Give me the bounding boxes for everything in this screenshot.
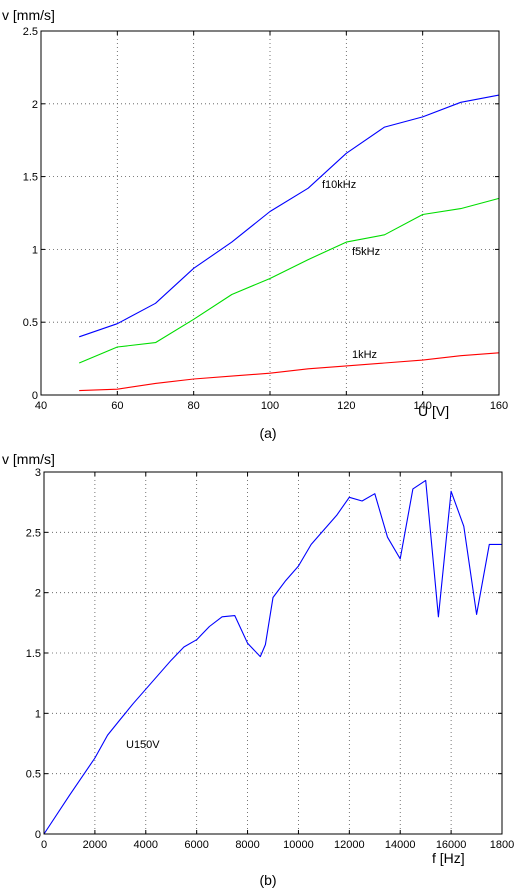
series-line-U150V — [43, 479, 502, 835]
series-label-U150V: U150V — [126, 739, 160, 751]
y-tick-label: 2 — [35, 588, 41, 600]
series-line-f5kHz — [78, 197, 500, 364]
series-label-f10kHz: f10kHz — [322, 179, 356, 191]
x-tick-label: 80 — [188, 400, 200, 412]
x-tick-label: 0 — [41, 839, 47, 851]
y-tick-label: 3 — [35, 467, 41, 479]
chart-caption: (a) — [259, 425, 276, 441]
plot-frame — [43, 471, 503, 835]
y-axis-label: v [mm/s] — [2, 451, 55, 467]
y-tick-label: 1.5 — [23, 172, 38, 184]
y-tick-label: 1 — [35, 708, 41, 720]
x-tick-label: 2000 — [83, 839, 107, 851]
x-tick-label: 16000 — [436, 839, 467, 851]
x-tick-label: 100 — [261, 400, 279, 412]
x-axis-label: f [Hz] — [432, 850, 465, 866]
y-tick-label: 1.5 — [26, 648, 41, 660]
x-tick-label: 14000 — [385, 839, 416, 851]
x-tick-label: 12000 — [334, 839, 365, 851]
chart-caption: (b) — [259, 872, 276, 888]
chart-0: 40 60 80 100 120 140 160 0 0.5 1 1.5 2 2.5 f10kHz f5kH… — [2, 7, 508, 441]
series-line-1kHz — [79, 352, 500, 392]
x-tick-label: 160 — [490, 400, 508, 412]
plot-frame — [40, 30, 500, 396]
series-line-f10kHz — [79, 94, 500, 338]
x-tick-label: 6000 — [184, 839, 208, 851]
y-tick-label: 2.5 — [23, 26, 38, 38]
series-label-1kHz: 1kHz — [352, 349, 377, 361]
y-tick-label: 2 — [32, 99, 38, 111]
x-tick-label: 120 — [337, 400, 355, 412]
x-tick-label: 40 — [35, 400, 47, 412]
x-tick-label: 4000 — [134, 839, 158, 851]
series-label-f5kHz: f5kHz — [352, 246, 380, 258]
y-tick-label: 0 — [35, 829, 41, 841]
y-tick-label: 1 — [32, 244, 38, 256]
x-tick-label: 140 — [413, 400, 431, 412]
y-tick-label: 0 — [32, 390, 38, 402]
y-tick-label: 2.5 — [26, 527, 41, 539]
x-axis-label: U [V] — [418, 403, 449, 419]
x-tick-label: 60 — [111, 400, 123, 412]
chart-1: 0 2000 4000 6000 8000 10000 12000 14000 16000 180… — [2, 451, 514, 888]
x-tick-label: 1800 — [490, 839, 514, 851]
y-tick-label: 0.5 — [23, 317, 38, 329]
y-axis-label: v [mm/s] — [2, 7, 55, 23]
x-tick-label: 10000 — [283, 839, 314, 851]
y-tick-label: 0.5 — [26, 769, 41, 781]
x-tick-label: 8000 — [235, 839, 259, 851]
